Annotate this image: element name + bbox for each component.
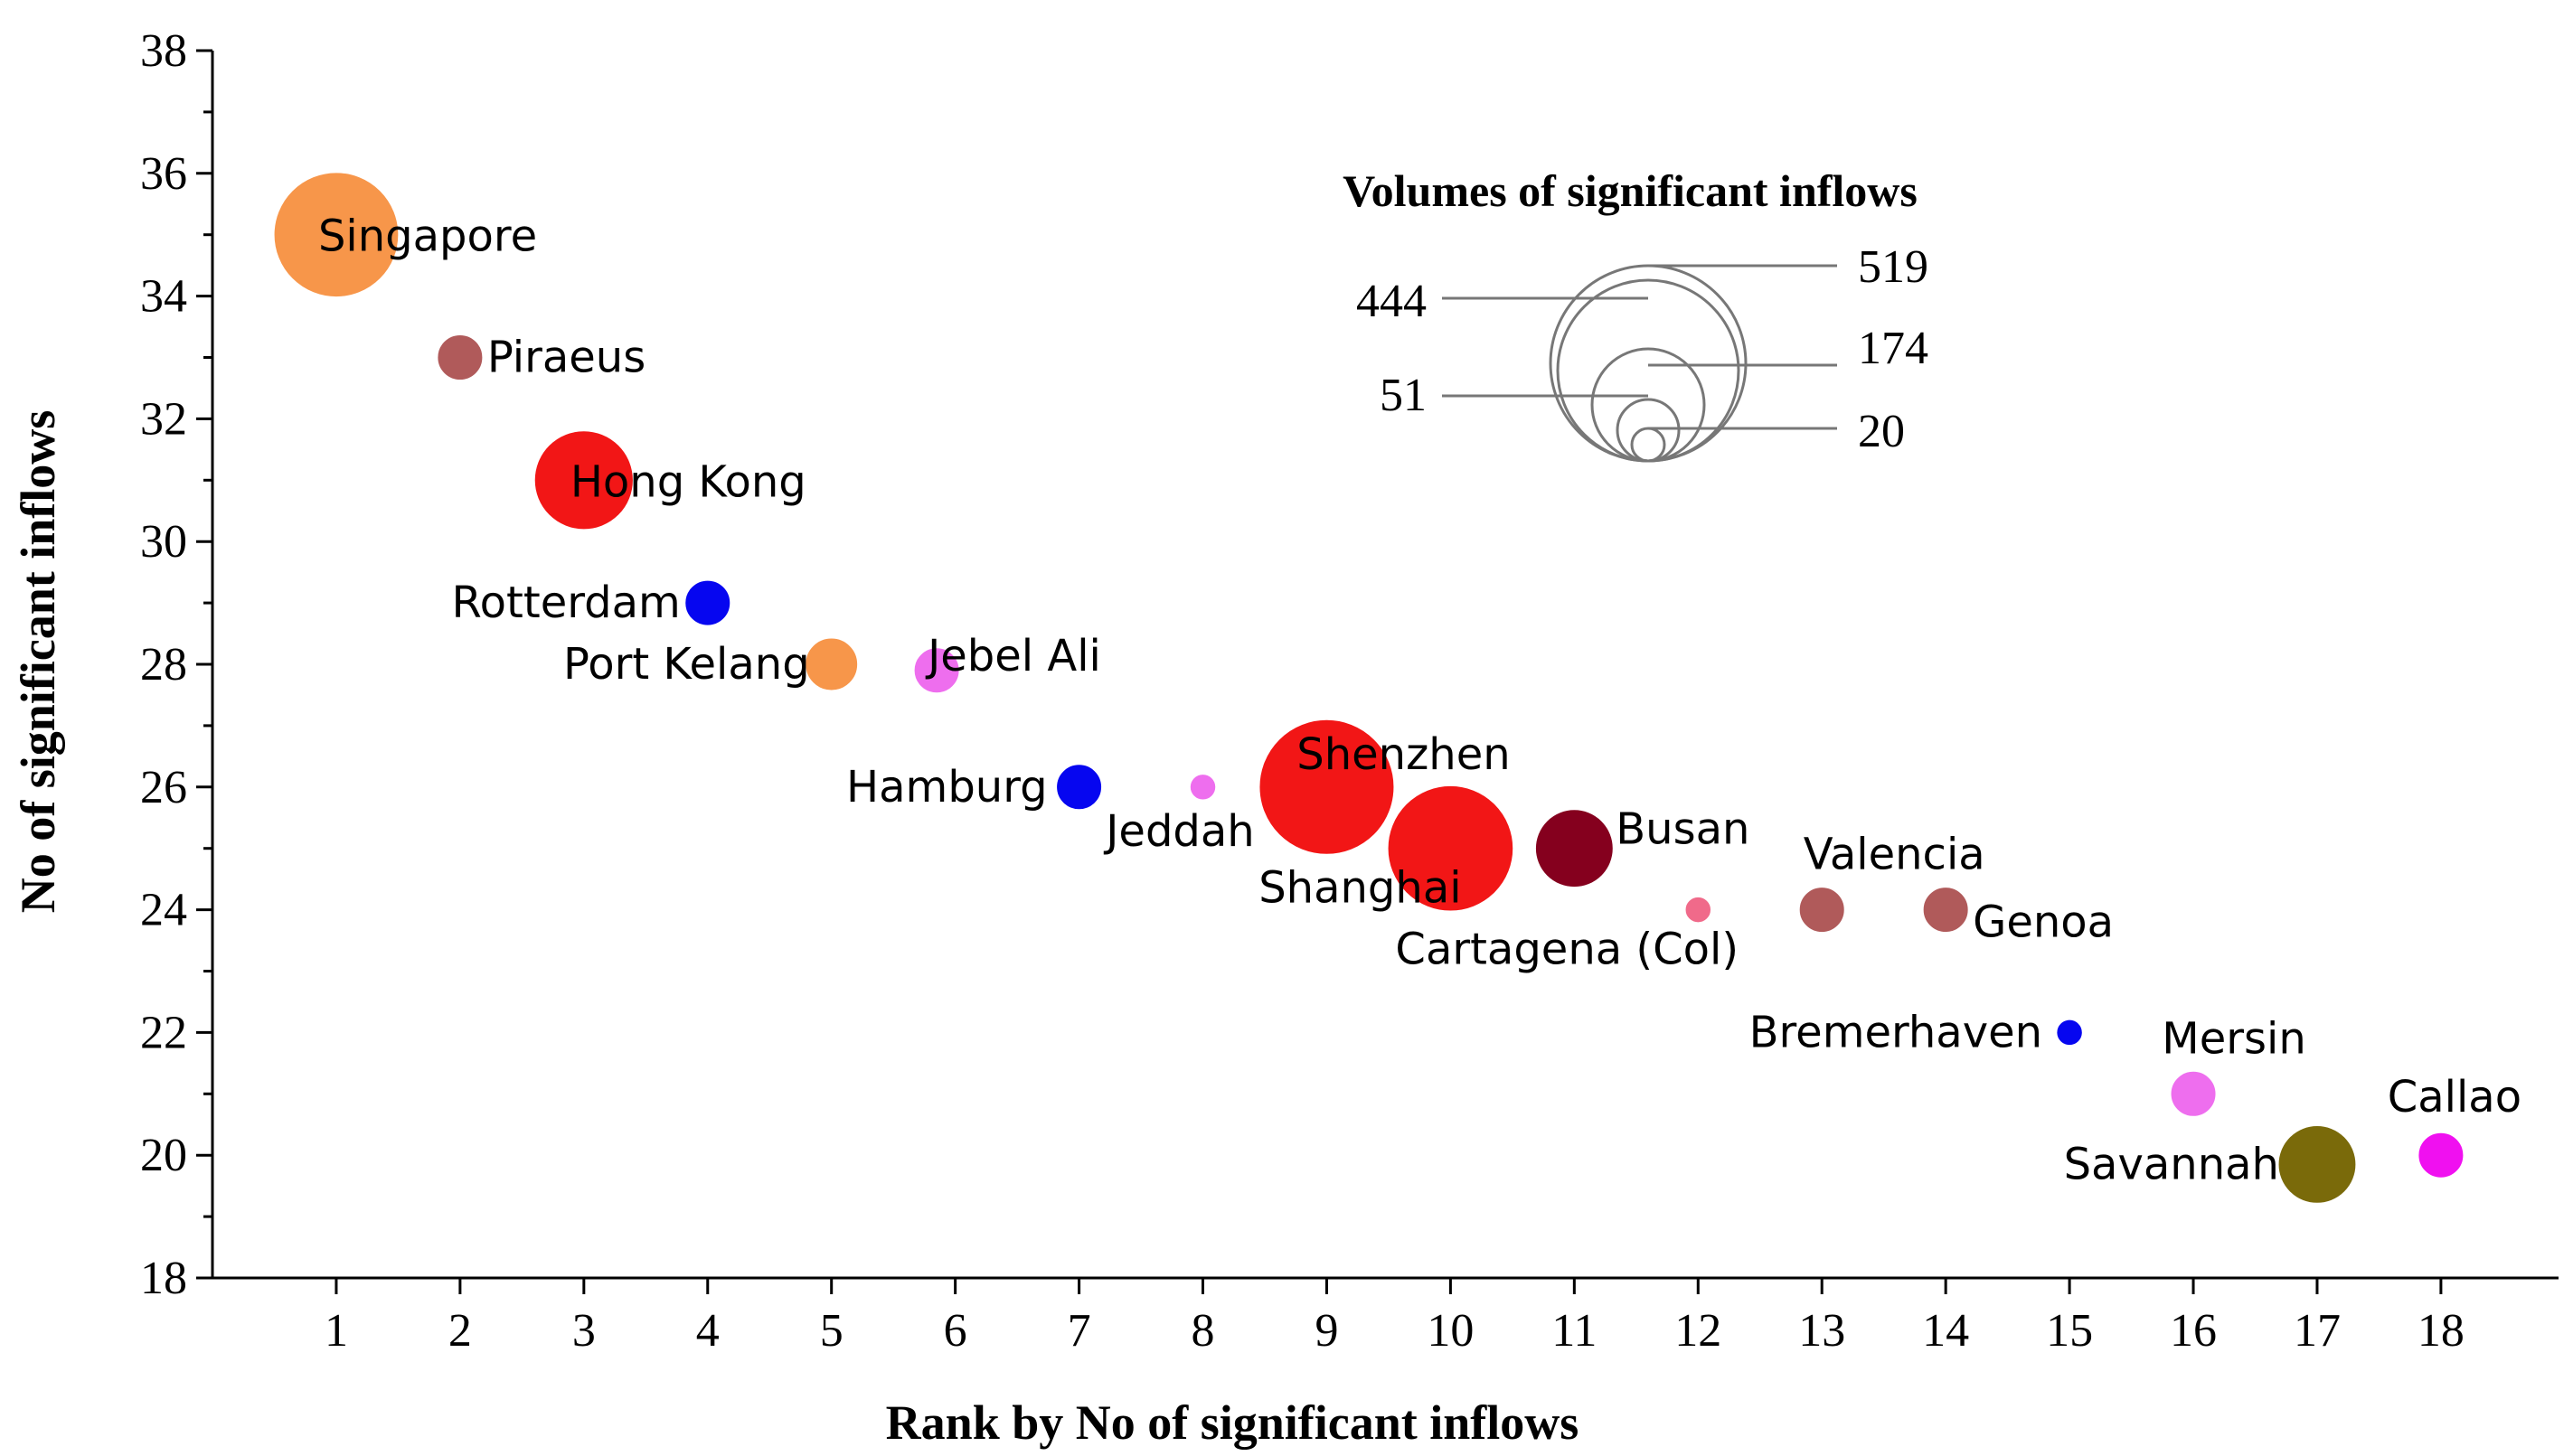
y-axis-title: No of significant inflows (11, 410, 65, 914)
label-jeddah: Jeddah (1103, 806, 1254, 857)
bubble-hamburg (1055, 763, 1104, 812)
bubble-bremerhaven (2055, 1018, 2084, 1047)
legend-label-20: 20 (1858, 406, 1905, 457)
label-callao: Callao (2388, 1072, 2521, 1123)
x-tick-label-17: 17 (2294, 1305, 2341, 1357)
bubble-shenzhen (1258, 718, 1396, 856)
x-tick-label-2: 2 (448, 1305, 472, 1357)
bubble-busan (1533, 808, 1615, 889)
bubble-callao (2417, 1131, 2465, 1179)
y-tick-label-30: 30 (140, 516, 187, 568)
point-labels-layer: Singapore Piraeus Hong Kong Rotterdam Port K… (318, 211, 2521, 1190)
x-tick-label-7: 7 (1068, 1305, 1091, 1357)
label-genoa: Genoa (1973, 897, 2114, 948)
y-tick-label-26: 26 (140, 762, 187, 813)
bubble-jeddah (1188, 773, 1218, 802)
legend-title: Volumes of significant inflows (1343, 165, 1918, 216)
label-singapore: Singapore (318, 211, 537, 262)
size-legend: Volumes of significant inflows 519 444 1… (1343, 165, 1928, 463)
x-tick-label-13: 13 (1798, 1305, 1845, 1357)
y-tick-label-28: 28 (140, 639, 187, 690)
label-rotterdam: Rotterdam (451, 578, 680, 628)
bubble-port-kelang (804, 636, 860, 692)
y-tick-label-18: 18 (140, 1253, 187, 1304)
x-tick-label-4: 4 (696, 1305, 720, 1357)
label-busan: Busan (1616, 804, 1749, 855)
label-mersin: Mersin (2162, 1013, 2305, 1064)
label-jebel-ali: Jebel Ali (925, 631, 1101, 681)
y-tick-label-32: 32 (140, 393, 187, 445)
label-hong-kong: Hong Kong (570, 456, 806, 507)
bubble-hong-kong (533, 429, 635, 531)
y-tick-label-20: 20 (140, 1130, 187, 1181)
bubble-valencia (1797, 886, 1846, 935)
bubble-savannah (2276, 1123, 2358, 1205)
label-savannah: Savannah (2064, 1139, 2279, 1189)
x-tick-label-15: 15 (2046, 1305, 2093, 1357)
label-shanghai: Shanghai (1258, 863, 1461, 914)
legend-label-444: 444 (1356, 276, 1427, 327)
x-tick-label-18: 18 (2417, 1305, 2465, 1357)
x-axis-title: Rank by No of significant inflows (886, 1395, 1579, 1450)
x-tick-label-3: 3 (572, 1305, 596, 1357)
x-tick-label-10: 10 (1427, 1305, 1474, 1357)
y-tick-label-24: 24 (140, 885, 187, 936)
legend-label-51: 51 (1380, 370, 1427, 421)
x-tick-label-9: 9 (1315, 1305, 1338, 1357)
bubbles-layer (272, 171, 2465, 1205)
label-hamburg: Hamburg (846, 762, 1048, 813)
label-cartagena-col: Cartagena (Col) (1395, 925, 1739, 975)
x-tick-label-8: 8 (1192, 1305, 1215, 1357)
x-tick-label-12: 12 (1674, 1305, 1721, 1357)
bubble-piraeus (436, 333, 485, 382)
legend-circle-51 (1616, 398, 1681, 463)
label-shenzhen: Shenzhen (1296, 729, 1510, 780)
label-bremerhaven: Bremerhaven (1749, 1007, 2043, 1057)
x-tick-label-1: 1 (325, 1305, 348, 1357)
legend-label-174: 174 (1858, 323, 1928, 374)
label-piraeus: Piraeus (487, 333, 646, 383)
y-tick-label-38: 38 (140, 25, 187, 77)
x-tick-label-11: 11 (1551, 1305, 1597, 1357)
bubble-mersin (2169, 1069, 2218, 1118)
legend-circle-444 (1556, 278, 1740, 463)
x-tick-label-16: 16 (2170, 1305, 2217, 1357)
label-port-kelang: Port Kelang (563, 639, 810, 690)
y-tick-label-22: 22 (140, 1007, 187, 1058)
bubble-rotterdam (683, 578, 732, 627)
x-tick-label-6: 6 (944, 1305, 967, 1357)
bubble-singapore (272, 171, 401, 299)
legend-circle-20 (1630, 427, 1666, 463)
bubble-cartagena-col (1683, 895, 1712, 925)
legend-label-519: 519 (1858, 241, 1928, 293)
x-tick-label-5: 5 (820, 1305, 844, 1357)
x-tick-label-14: 14 (1922, 1305, 1969, 1357)
label-valencia: Valencia (1804, 830, 1985, 880)
y-tick-label-34: 34 (140, 271, 187, 323)
y-tick-label-36: 36 (140, 148, 187, 200)
bubble-shanghai (1386, 784, 1515, 913)
bubble-jebel-ali (912, 646, 961, 695)
bubble-genoa (1921, 886, 1970, 935)
